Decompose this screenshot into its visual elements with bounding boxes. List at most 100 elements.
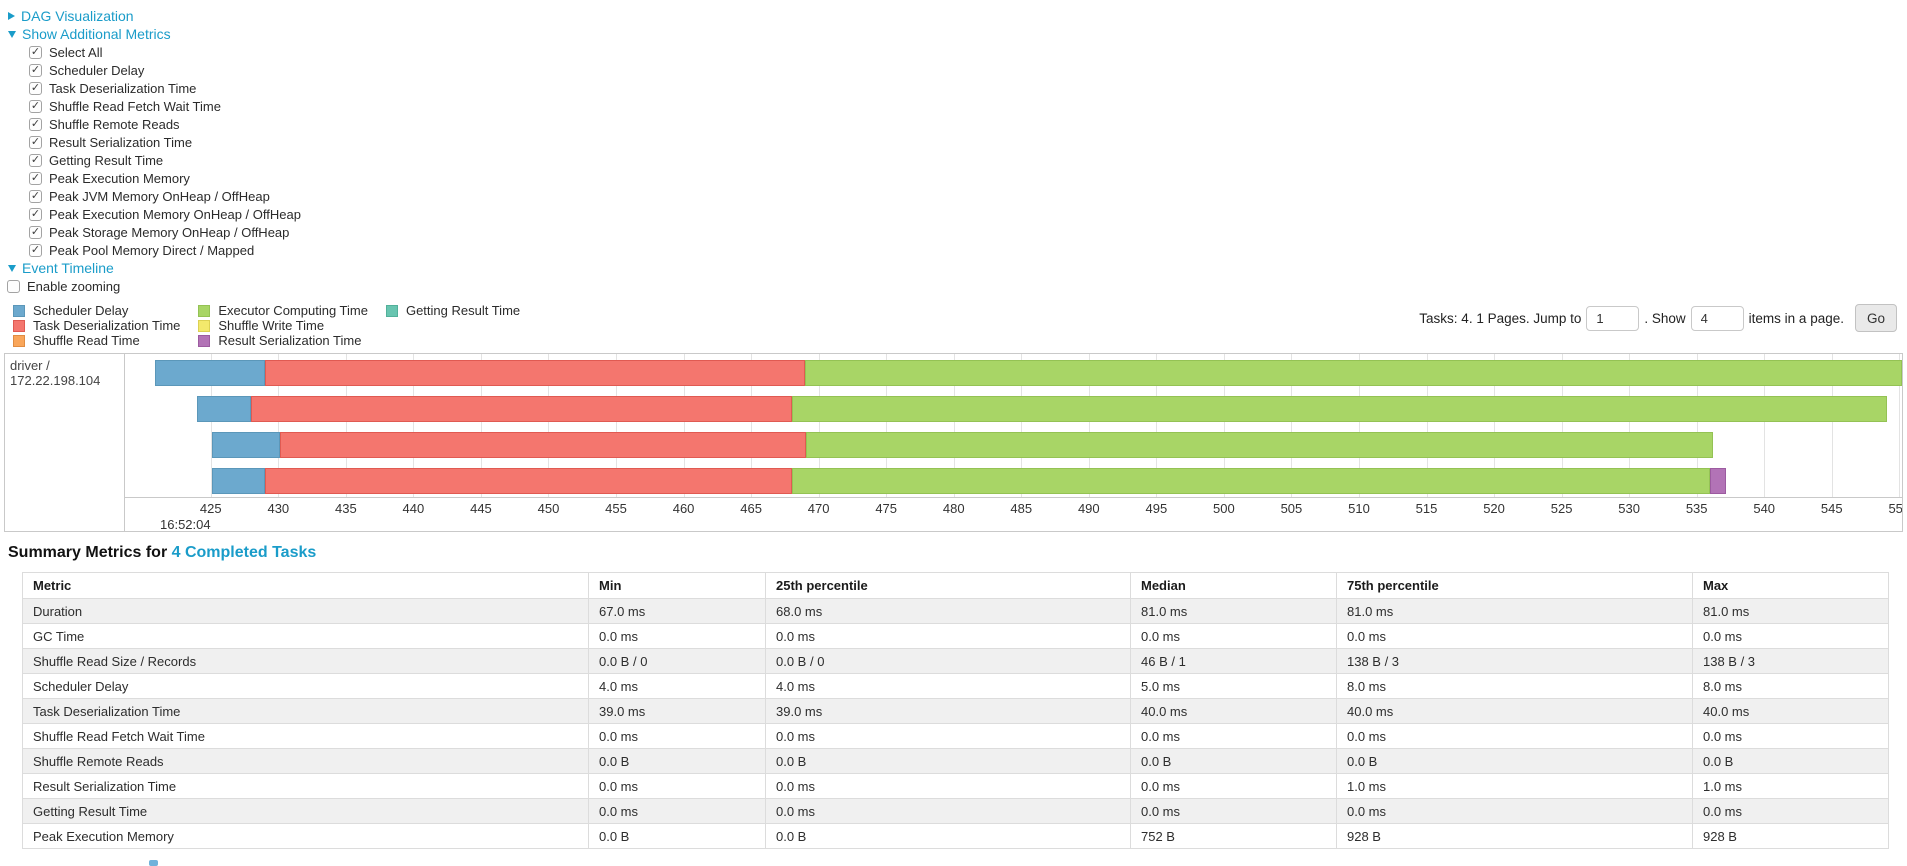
metric-value-cell: 81.0 ms [1336,598,1693,624]
checkbox[interactable]: ✓ [29,45,42,59]
checkbox-label[interactable]: Peak JVM Memory OnHeap / OffHeap [49,188,270,204]
legend-item: Result Serialization Time [198,333,368,348]
section-event-timeline[interactable]: Event Timeline [0,259,1907,277]
legend-item: Shuffle Write Time [198,318,368,333]
checkbox[interactable]: ✓ [29,63,42,77]
metric-checkbox-row: ✓ Peak Execution Memory [0,169,1907,187]
table-header-row: Metric Min 25th percentile Median 75th perce… [22,572,1889,599]
checkbox[interactable]: ✓ [29,207,42,221]
gridline [818,354,820,497]
axis-tick-label: 480 [942,501,965,516]
checkbox-label[interactable]: Shuffle Remote Reads [49,116,180,132]
axis-tick-label: 495 [1145,501,1168,516]
legend-swatch [198,334,211,347]
checkbox[interactable]: ✓ [29,81,42,95]
task-bar-segment [155,360,265,386]
checkbox[interactable]: ✓ [29,135,42,149]
gridline [953,354,955,497]
metric-value-cell: 1.0 ms [1692,773,1889,799]
metric-value-cell: 81.0 ms [1130,598,1337,624]
metric-checkbox-row: ✓ Shuffle Read Fetch Wait Time [0,97,1907,115]
metric-value-cell: 81.0 ms [1692,598,1889,624]
summary-metrics-table: Metric Min 25th percentile Median 75th perce… [22,572,1889,849]
checkbox-label[interactable]: Result Serialization Time [49,134,193,150]
table-row: Shuffle Read Fetch Wait Time 0.0 ms 0.0 ms… [22,723,1889,749]
table-header-cell: Metric [22,572,589,599]
jump-to-page-input[interactable] [1586,305,1640,331]
metric-checkbox-row: ✓ Peak Execution Memory OnHeap / OffHeap [0,205,1907,223]
checkbox-label[interactable]: Scheduler Delay [49,62,145,78]
checkbox[interactable]: ✓ [29,99,42,113]
checkbox-label[interactable]: Peak Storage Memory OnHeap / OffHeap [49,224,290,240]
metric-value-cell: 0.0 ms [765,723,1131,749]
checkbox-label[interactable]: Task Deserialization Time [49,80,197,96]
checkbox-label[interactable]: Select All [49,44,103,60]
metric-value-cell: 0.0 ms [1336,623,1693,649]
metric-value-cell: 138 B / 3 [1692,648,1889,674]
checkbox[interactable]: ✓ [29,171,42,185]
completed-tasks-link[interactable]: 4 Completed Tasks [171,544,317,561]
metric-checkbox-row: ✓ Peak JVM Memory OnHeap / OffHeap [0,187,1907,205]
gridline [278,354,280,497]
task-bar-segment [197,396,252,422]
metric-checkbox-row: ✓ Peak Storage Memory OnHeap / OffHeap [0,223,1907,241]
timeline-plot-area [125,354,1902,497]
checkbox-label[interactable]: Shuffle Read Fetch Wait Time [49,98,221,114]
task-bar-segment [805,360,1902,386]
metric-value-cell: 752 B [1130,823,1337,849]
metric-value-cell: 928 B [1336,823,1693,849]
go-button[interactable]: Go [1854,304,1897,332]
metric-name-cell: Peak Execution Memory [22,823,589,849]
metric-name-cell: Shuffle Remote Reads [22,748,589,774]
section-dag-visualization[interactable]: DAG Visualization [0,7,1907,25]
metric-name-cell: Getting Result Time [22,798,589,824]
metric-value-cell: 0.0 ms [1130,773,1337,799]
axis-tick-label: 450 [537,501,560,516]
metric-value-cell: 0.0 ms [765,773,1131,799]
section-label: DAG Visualization [21,8,134,24]
metric-value-cell: 0.0 B [765,823,1131,849]
checkbox-label[interactable]: Getting Result Time [49,152,164,168]
checkbox-label[interactable]: Peak Execution Memory OnHeap / OffHeap [49,206,301,222]
gridline [1831,354,1833,497]
summary-title-text: Summary Metrics for [8,544,168,561]
checkbox[interactable]: ✓ [29,243,42,257]
gridline [1156,354,1158,497]
axis-tick-label: 460 [672,501,695,516]
metric-name-cell: Shuffle Read Size / Records [22,648,589,674]
axis-tick-label: 445 [470,501,492,516]
metric-value-cell: 0.0 ms [1130,723,1337,749]
checkbox[interactable]: ✓ [29,225,42,239]
timeline-legend: Scheduler Delay Task Deserialization Time… [0,303,1907,348]
table-row: GC Time 0.0 ms 0.0 ms 0.0 ms 0.0 ms 0.0 ms [22,623,1889,649]
checkbox-label[interactable]: Peak Execution Memory [49,170,190,186]
metric-checkbox-row: ✓ Peak Pool Memory Direct / Mapped [0,241,1907,259]
checkbox[interactable]: ✓ [29,189,42,203]
checkbox-label[interactable]: Peak Pool Memory Direct / Mapped [49,242,255,258]
metric-value-cell: 39.0 ms [588,698,766,724]
metric-value-cell: 0.0 B [588,748,766,774]
enable-zooming-row: Enable zooming [0,277,1907,295]
metric-value-cell: 0.0 ms [1130,798,1337,824]
metric-value-cell: 8.0 ms [1692,673,1889,699]
section-label: Event Timeline [22,260,114,276]
gridline [1561,354,1563,497]
task-bar-segment [264,360,806,386]
enable-zooming-checkbox[interactable] [7,279,20,293]
gridline [616,354,618,497]
axis-tick-label: 485 [1010,501,1033,516]
metric-value-cell: 1.0 ms [1336,773,1693,799]
metric-value-cell: 40.0 ms [1692,698,1889,724]
axis-tick-label: 515 [1415,501,1438,516]
table-header-cell: 75th percentile [1336,572,1693,599]
gridline [1223,354,1225,497]
metric-value-cell: 0.0 ms [588,723,766,749]
section-show-additional-metrics[interactable]: Show Additional Metrics [0,25,1907,43]
axis-tick-label: 520 [1483,501,1505,516]
checkbox-label[interactable]: Enable zooming [27,278,121,294]
checkbox[interactable]: ✓ [29,153,42,167]
items-per-page-input[interactable] [1690,305,1744,331]
axis-tick-label: 540 [1753,501,1776,516]
checkbox[interactable]: ✓ [29,117,42,131]
legend-swatch [13,319,25,332]
